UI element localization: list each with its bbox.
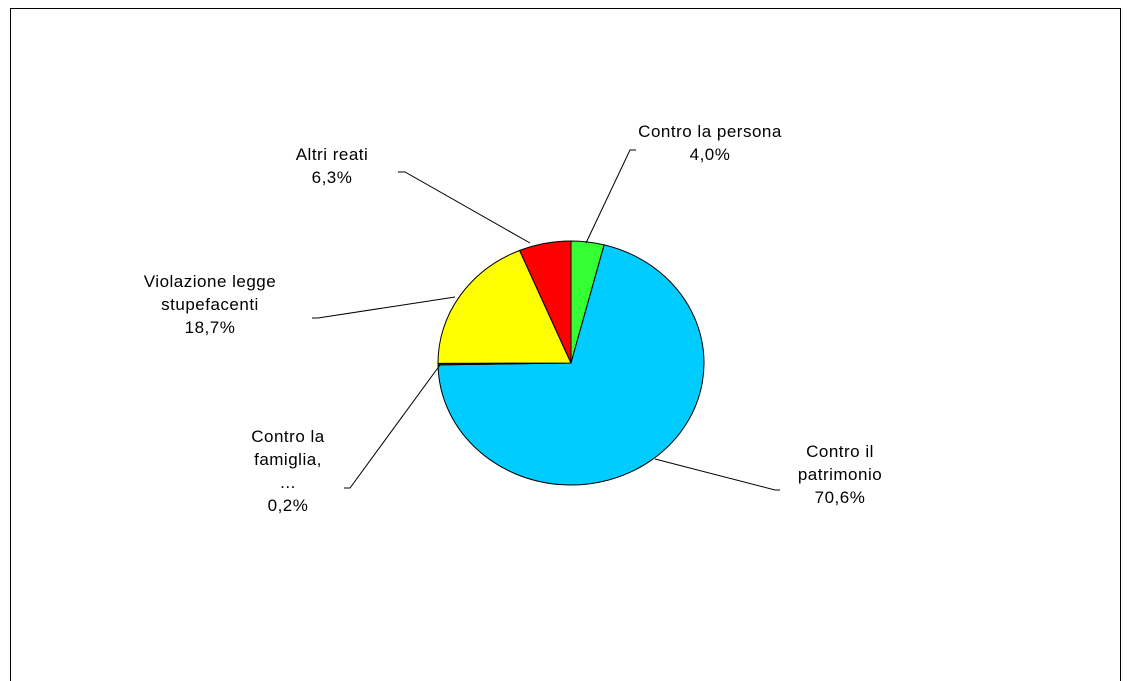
pie-slice: [518, 240, 572, 364]
slice-label: Altri reati 6,3%: [272, 143, 392, 189]
value-label: 6,3%: [311, 168, 353, 187]
category-label: Violazione legge stupefacenti: [143, 272, 277, 314]
value-label: 18,7%: [184, 318, 236, 337]
slice-label: Contro il patrimonio 70,6%: [785, 440, 895, 509]
pie-slice: [437, 244, 705, 486]
leader-line: [398, 171, 531, 244]
leader-line: [654, 458, 780, 491]
category-label: Altri reati: [295, 145, 369, 164]
value-label: 4,0%: [689, 145, 731, 164]
category-label: Contro la persona: [638, 122, 782, 141]
leader-line: [312, 296, 456, 319]
category-label: Contro il patrimonio: [797, 442, 883, 484]
slice-label: Contro la persona 4,0%: [610, 120, 810, 166]
category-label: Contro la famiglia, ...: [251, 427, 325, 492]
pie-slice: [437, 249, 572, 364]
value-label: 70,6%: [814, 488, 866, 507]
leader-line: [344, 364, 441, 489]
slice-label: Contro la famiglia, ... 0,2%: [248, 425, 328, 517]
slice-label: Violazione legge stupefacenti 18,7%: [130, 270, 290, 339]
value-label: 0,2%: [267, 496, 309, 515]
leader-line: [585, 149, 636, 244]
